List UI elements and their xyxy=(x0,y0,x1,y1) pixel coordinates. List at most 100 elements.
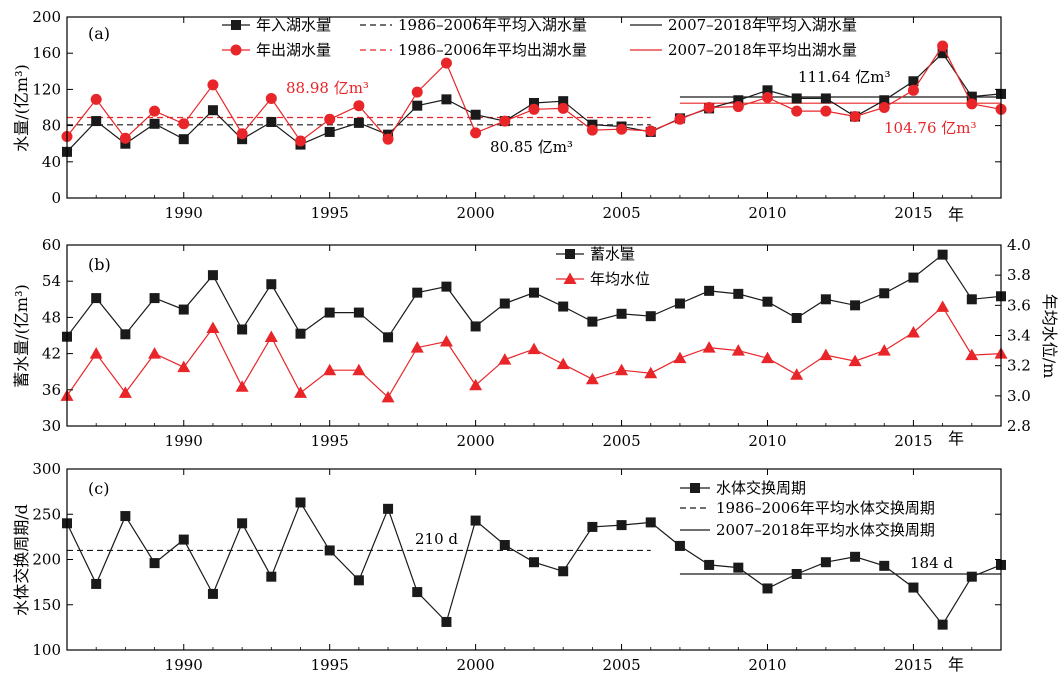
data-point xyxy=(235,380,249,392)
data-point xyxy=(149,118,160,129)
y-tick-label: 40 xyxy=(42,153,61,171)
x-tick-label: 2010 xyxy=(748,432,786,450)
y-tick-label: 100 xyxy=(32,641,61,659)
data-point xyxy=(644,366,658,379)
panel-c-year-unit: 年 xyxy=(948,655,964,674)
data-point xyxy=(820,557,831,568)
data-point xyxy=(761,351,774,364)
panel-b-marks xyxy=(60,249,1008,403)
data-point xyxy=(383,503,394,514)
data-point xyxy=(353,100,365,112)
data-point xyxy=(499,115,511,127)
data-point xyxy=(820,294,831,305)
data-point xyxy=(557,102,569,114)
data-point xyxy=(704,285,715,296)
y-right-tick-label: 2.8 xyxy=(1007,417,1031,435)
y-tick-label: 300 xyxy=(32,460,61,478)
data-point xyxy=(674,540,685,551)
data-point xyxy=(237,324,248,335)
data-point xyxy=(674,113,686,125)
data-point xyxy=(207,79,219,91)
data-point xyxy=(91,293,102,304)
panel-b-ylabel-right: 年均水位/m xyxy=(1040,294,1059,379)
legend-circle-marker xyxy=(230,44,242,56)
annotation-inflow-mean-late: 111.64 亿m³ xyxy=(798,68,891,86)
data-point xyxy=(120,329,131,340)
data-point xyxy=(762,296,773,307)
data-point xyxy=(441,616,452,627)
data-point xyxy=(178,304,189,315)
data-point xyxy=(237,518,248,529)
data-point xyxy=(178,118,190,130)
y-tick-label: 200 xyxy=(32,8,61,26)
data-point xyxy=(908,76,919,87)
data-point xyxy=(585,372,599,385)
x-tick-label: 1995 xyxy=(311,432,349,450)
data-point xyxy=(937,619,948,630)
data-point xyxy=(410,341,424,353)
x-tick-label: 2015 xyxy=(894,204,932,222)
data-point xyxy=(412,100,423,111)
data-point xyxy=(352,363,366,376)
panel-b-label: (b) xyxy=(88,255,111,274)
panel-a-year-unit: 年 xyxy=(948,205,964,224)
data-point xyxy=(149,558,160,569)
data-point xyxy=(966,98,978,110)
data-point xyxy=(556,357,570,370)
panel-b-year-unit: 年 xyxy=(948,429,964,448)
data-point xyxy=(90,93,102,105)
data-point xyxy=(381,390,395,403)
data-point xyxy=(266,279,277,290)
panel-a-label: (a) xyxy=(88,24,110,43)
data-point xyxy=(148,347,162,359)
data-point xyxy=(207,270,218,281)
data-point xyxy=(265,92,277,104)
data-point xyxy=(206,321,220,333)
legend-exchange-period: 水体交换周期 xyxy=(716,479,806,497)
panel-a: 1990 1995 2000 2005 2010 2015 0 40 80 120 160 200 (… xyxy=(12,8,1007,224)
data-point xyxy=(879,288,890,299)
data-point xyxy=(733,95,744,106)
data-point xyxy=(820,105,832,117)
data-point xyxy=(91,578,102,589)
data-point xyxy=(616,520,627,531)
data-point xyxy=(850,551,861,562)
legend-water-level: 年均水位 xyxy=(590,270,650,288)
data-point xyxy=(791,93,802,104)
panel-b: 1990 1995 2000 2005 2010 2015 30 36 42 48 54 60 2.8 3… xyxy=(12,236,1059,450)
data-point xyxy=(703,102,715,113)
data-point xyxy=(879,560,890,571)
data-point xyxy=(848,354,862,367)
y-tick-label: 36 xyxy=(42,381,61,399)
data-point xyxy=(937,249,948,260)
y-tick-label: 42 xyxy=(42,345,61,363)
annotation-outflow-mean-early: 88.98 亿m³ xyxy=(286,79,369,97)
y-tick-label: 60 xyxy=(42,236,61,254)
panel-c-ylabel: 水体交换周期/d xyxy=(12,504,31,616)
y-tick-label: 150 xyxy=(32,596,61,614)
legend-square-marker xyxy=(231,20,241,30)
y-tick-label: 200 xyxy=(32,551,61,569)
data-point xyxy=(528,103,540,115)
data-point xyxy=(879,95,890,106)
y-tick-label: 250 xyxy=(32,505,61,523)
data-point xyxy=(177,360,191,373)
data-point xyxy=(937,40,949,52)
data-point xyxy=(966,571,977,582)
data-point xyxy=(966,91,977,102)
data-point xyxy=(762,85,773,96)
data-point xyxy=(149,105,161,117)
data-point xyxy=(645,311,656,322)
data-point xyxy=(791,105,803,117)
x-tick-label: 1990 xyxy=(165,656,203,674)
y-tick-label: 54 xyxy=(42,272,61,290)
data-point xyxy=(295,497,306,508)
panel-a-legend: 年入湖水量 年出湖水量 1986–2006年平均入湖水量 1986–2006年平… xyxy=(222,16,857,59)
x-tick-label: 2000 xyxy=(457,204,495,222)
data-point xyxy=(118,386,132,398)
y-right-tick-label: 3.6 xyxy=(1007,296,1031,314)
x-tick-label: 2000 xyxy=(457,656,495,674)
data-point xyxy=(731,344,745,356)
data-point xyxy=(529,287,539,298)
